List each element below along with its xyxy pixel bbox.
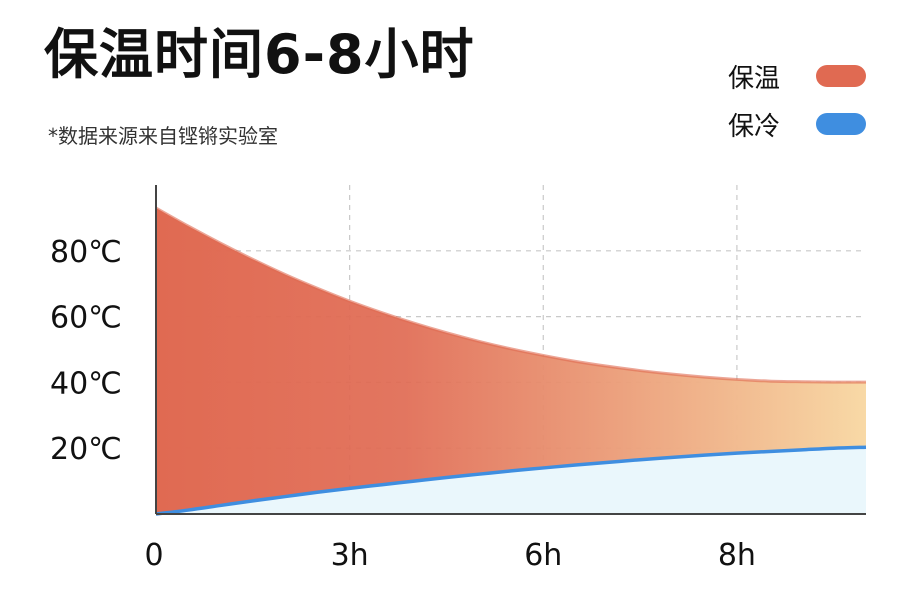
legend-swatch-cold	[816, 113, 866, 135]
legend-item-warm: 保温	[728, 52, 888, 100]
chart-legend: 保温 保冷	[728, 52, 888, 148]
y-tick-label: 60℃	[50, 301, 122, 336]
cold-series-line	[155, 445, 867, 516]
x-tick-label: 8h	[718, 538, 756, 573]
chart-subtitle: *数据来源来自铿锵实验室	[48, 124, 278, 148]
legend-label-cold: 保冷	[728, 111, 781, 142]
warm-series-line	[155, 206, 867, 384]
chart-title: 保温时间6-8小时	[44, 23, 475, 86]
y-tick-label: 40℃	[50, 366, 122, 401]
tick-labels: 20℃ 40℃ 60℃ 80℃ 0 3h 6h 8h	[50, 235, 756, 573]
legend-swatch-warm	[816, 65, 866, 87]
x-tick-label: 3h	[331, 538, 369, 573]
y-tick-label: 80℃	[50, 235, 122, 270]
y-tick-label: 20℃	[50, 432, 122, 467]
cold-area	[156, 447, 866, 514]
areas	[155, 206, 867, 516]
legend-item-cold: 保冷	[728, 100, 888, 148]
x-tick-label: 6h	[524, 538, 562, 573]
warm-area	[156, 208, 866, 514]
legend-label-warm: 保温	[728, 63, 781, 94]
x-tick-label: 0	[144, 538, 163, 573]
axes	[155, 185, 866, 515]
